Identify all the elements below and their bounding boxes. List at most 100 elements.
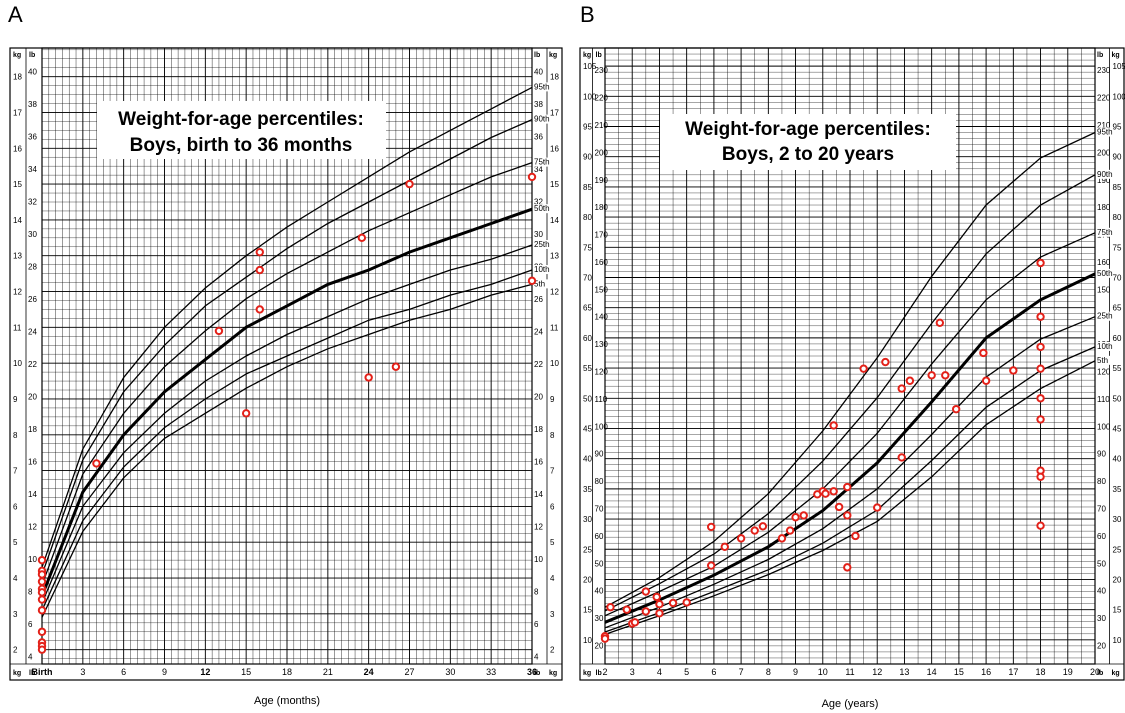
chart-a-ytick-lb: 40 [28, 68, 37, 77]
chart-a-unit-kg: kg [13, 52, 21, 59]
chart-b-series-label-bg [1096, 127, 1112, 137]
chart-b-data-point [927, 371, 936, 380]
chart-b-data-point [829, 421, 838, 430]
chart-a-ytick-kg: 14 [13, 216, 22, 225]
chart-b-ytick-kg-right: 75 [1113, 243, 1122, 252]
chart-b-series-label-bg [1096, 311, 1112, 321]
chart-b-ytick-lb-right: 110 [1097, 395, 1110, 404]
chart-b-xtick: 7 [739, 667, 744, 677]
chart-a-ytick-kg: 9 [13, 395, 18, 404]
chart-b-xlabel: Age (years) [822, 698, 879, 710]
chart-a-xtick: 9 [162, 667, 167, 677]
chart-a-series-label: 90th [534, 115, 550, 124]
chart-b-series-90th [604, 174, 1096, 612]
chart-a-ytick-kg-right: 6 [550, 502, 555, 511]
chart-b-ytick-lb: 130 [595, 340, 609, 349]
chart-b-series-label: 90th [1097, 170, 1113, 179]
chart-b-ytick-kg-right: 90 [1113, 153, 1122, 162]
chart-a-series-label-bg [533, 157, 549, 167]
chart-a-ytick-lb: 28 [28, 262, 37, 271]
chart-b-ytick-kg: 75 [583, 243, 592, 252]
chart-b-xtick: 18 [1036, 667, 1046, 677]
chart-a-data-point [527, 172, 537, 182]
chart-b-ytick-kg-right: 30 [1113, 515, 1122, 524]
chart-b-series-95th [604, 131, 1096, 608]
chart-b-data-point [652, 592, 661, 602]
chart-a-ytick-lb: 16 [28, 457, 37, 466]
chart-b-ytick-kg: 35 [583, 485, 592, 494]
chart-b-ytick-kg-right: 50 [1113, 394, 1122, 403]
chart-b-data-point [979, 348, 988, 358]
chart-a-ytick-lb: 24 [28, 327, 37, 336]
panel-b-letter: B [580, 2, 595, 27]
chart-b-ytick-kg: 105 [583, 62, 597, 71]
chart-b-ytick-kg: 60 [583, 334, 592, 343]
chart-b-data-point [859, 364, 868, 373]
chart-b-ytick-kg: 80 [583, 213, 592, 222]
chart-b-data-point [1036, 364, 1045, 373]
chart-b-ytick-kg-right: 80 [1113, 213, 1122, 222]
chart-a-ytick-lb-right: 24 [534, 327, 543, 336]
chart-b-ytick-lb: 140 [595, 313, 609, 322]
chart-a-unit-kg-right: kg [549, 670, 557, 677]
chart-a-series-label: 25th [534, 240, 550, 249]
chart-b-ytick-lb: 110 [595, 395, 608, 404]
chart-b-data-point [1009, 366, 1018, 375]
chart-b-ytick-lb-right: 160 [1097, 258, 1111, 267]
chart-b-data-point [843, 563, 852, 572]
chart-a-ytick-kg: 10 [13, 359, 22, 368]
chart-b-ytick-kg: 70 [583, 273, 592, 282]
chart-a-ytick-kg-right: 16 [550, 144, 559, 153]
chart-a-ytick-kg-right: 17 [550, 108, 559, 117]
chart-b-xtick: 8 [766, 667, 771, 677]
chart-a-ytick-lb-right: 26 [534, 295, 543, 304]
chart-b-ytick-lb-right: 120 [1097, 368, 1111, 377]
chart-b-data-point [1036, 472, 1045, 481]
chart-b-data-point [758, 522, 768, 531]
chart-b-ytick-kg-right: 70 [1113, 273, 1122, 282]
chart-b-data-point [829, 487, 838, 496]
chart-b-data-point [851, 531, 860, 541]
chart-a-ytick-kg-right: 8 [550, 431, 555, 440]
chart-b-ytick-kg: 30 [583, 515, 592, 524]
chart-b-data-point [630, 618, 640, 627]
chart-b-data-point [834, 502, 844, 512]
chart-a-title-line: Weight-for-age percentiles: [118, 109, 364, 130]
chart-a-ytick-lb-right: 16 [534, 457, 543, 466]
chart-b-ytick-lb: 40 [595, 587, 604, 596]
chart-b-xtick: 13 [899, 667, 909, 677]
chart-a-ytick-kg-right: 15 [550, 180, 559, 189]
chart-a-ytick-kg: 13 [13, 252, 22, 261]
chart-b-ytick-lb-right: 50 [1097, 559, 1106, 568]
chart-b-series-label: 50th [1097, 269, 1113, 278]
chart-b-ytick-kg: 85 [583, 183, 592, 192]
chart-a-ytick-kg: 16 [13, 144, 22, 153]
chart-b-data-point [655, 609, 664, 618]
chart-b-data-point [799, 511, 808, 520]
chart-a-ytick-lb-right: 8 [534, 587, 539, 596]
chart-a-series-label: 95th [534, 82, 550, 91]
chart-b-data-point [873, 503, 882, 512]
chart-b-ytick-lb-right: 40 [1097, 587, 1106, 596]
chart-a-ytick-kg: 6 [13, 502, 18, 511]
chart-a-ytick-lb: 32 [28, 197, 37, 206]
chart-a-ytick-lb: 34 [28, 165, 37, 174]
chart-b-data-point [951, 404, 961, 414]
chart-b-ytick-lb: 210 [595, 121, 609, 130]
chart-a-series-label: 50th [534, 204, 550, 213]
chart-a-xtick: Birth [32, 667, 53, 677]
chart-b-ytick-lb-right: 100 [1097, 422, 1111, 431]
chart-a-series-label: 5th [534, 279, 545, 288]
chart-b-ytick-kg-right: 25 [1113, 545, 1122, 554]
chart-b-unit-lb: lb [596, 52, 602, 59]
chart-b-ytick-lb: 180 [595, 203, 609, 212]
chart-a-xtick: 18 [282, 667, 292, 677]
chart-a-data-point [37, 595, 47, 604]
chart-a-data-point [255, 265, 264, 275]
chart-a-ytick-lb: 8 [28, 587, 33, 596]
chart-a-series-label-bg [533, 204, 549, 214]
chart-b-unit-kg: kg [583, 670, 591, 677]
chart-b-xtick: 20 [1090, 667, 1100, 677]
chart-a-ytick-lb: 12 [28, 522, 37, 531]
